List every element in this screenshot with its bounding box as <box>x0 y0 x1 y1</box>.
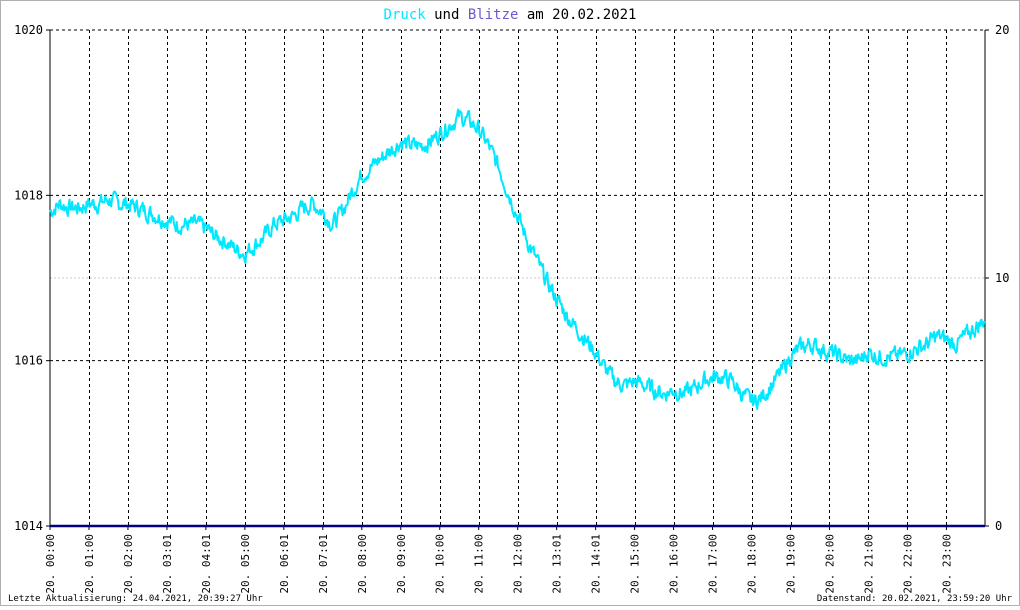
x-tick-label-16: 20. 16:00 <box>668 534 681 594</box>
x-tick-label-19: 20. 19:00 <box>785 534 798 594</box>
x-tick-label-8: 20. 08:00 <box>356 534 369 594</box>
x-tick-label-7: 20. 07:01 <box>317 534 330 594</box>
y-left-tick-label-1020: 1020 <box>14 23 43 37</box>
x-tick-label-13: 20. 13:01 <box>551 534 564 594</box>
x-tick-label-15: 20. 15:00 <box>629 534 642 594</box>
x-tick-label-12: 20. 12:00 <box>512 534 525 594</box>
y-right-tick-label-20: 20 <box>995 23 1009 37</box>
y-left-tick-label-1014: 1014 <box>14 519 43 533</box>
chart-title: Druck und Blitze am 20.02.2021 <box>384 7 637 23</box>
x-tick-label-14: 20. 14:01 <box>590 534 603 594</box>
x-tick-label-11: 20. 11:00 <box>473 534 486 594</box>
y-left-tick-label-1018: 1018 <box>14 188 43 202</box>
x-tick-label-21: 20. 21:00 <box>862 534 875 594</box>
series <box>49 108 986 528</box>
y-right-tick-label-10: 10 <box>995 271 1009 285</box>
title-date: am 20.02.2021 <box>518 7 636 23</box>
x-tick-label-0: 20. 00:00 <box>44 534 57 594</box>
footer-data-status: Datenstand: 20.02.2021, 23:59:20 Uhr <box>817 594 1013 604</box>
series-druck-line <box>49 108 986 410</box>
x-tick-label-1: 20. 01:00 <box>83 534 96 594</box>
y-right-tick-label-0: 0 <box>995 519 1002 533</box>
title-druck: Druck <box>384 7 427 23</box>
x-tick-label-3: 20. 03:01 <box>161 534 174 594</box>
x-tick-label-22: 20. 22:00 <box>901 534 914 594</box>
x-tick-label-6: 20. 06:01 <box>278 534 291 594</box>
title-blitze: Blitze <box>468 7 519 23</box>
x-tick-label-17: 20. 17:00 <box>707 534 720 594</box>
x-tick-label-5: 20. 05:00 <box>239 534 252 594</box>
x-tick-label-20: 20. 20:00 <box>823 534 836 594</box>
x-tick-label-4: 20. 04:01 <box>200 534 213 594</box>
title-und: und <box>426 7 468 23</box>
x-tick-label-9: 20. 09:00 <box>395 534 408 594</box>
x-tick-label-10: 20. 10:00 <box>434 534 447 594</box>
grid <box>50 29 985 526</box>
y-left-tick-label-1016: 1016 <box>14 354 43 368</box>
x-tick-label-2: 20. 02:00 <box>122 534 135 594</box>
footer-last-update: Letzte Aktualisierung: 24.04.2021, 20:39… <box>8 594 263 604</box>
x-tick-label-23: 20. 23:00 <box>940 534 953 594</box>
x-tick-label-18: 20. 18:00 <box>746 534 759 594</box>
